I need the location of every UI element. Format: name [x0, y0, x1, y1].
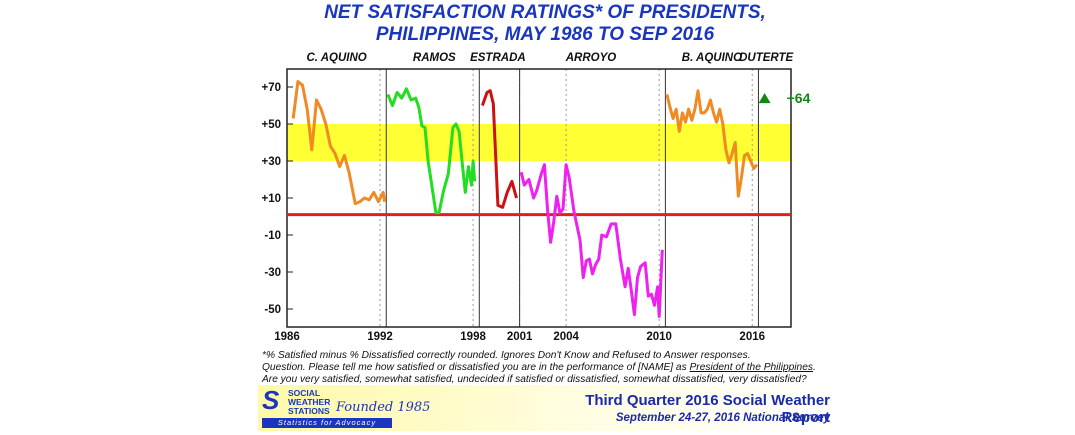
chart-title-line1: NET SATISFACTION RATINGS* OF PRESIDENTS,: [324, 2, 766, 23]
y-tick-label: +70: [261, 82, 281, 94]
president-label: C. AQUINO: [306, 52, 366, 64]
president-label: ESTRADA: [470, 52, 526, 64]
sws-logo-line1: SOCIAL: [288, 388, 321, 398]
footnote-question: Question. Please tell me how satisfied o…: [262, 362, 842, 374]
y-tick-label: +50: [261, 119, 281, 131]
x-tick-label: 2004: [553, 331, 579, 343]
x-tick-label: 1986: [274, 331, 300, 343]
sws-founded: Founded 1985: [336, 400, 431, 415]
series-line: [519, 163, 664, 318]
report-title: Third Quarter 2016 Social Weather Report: [585, 392, 830, 426]
y-tick-label: -30: [264, 267, 281, 279]
duterte-value-label: +64: [787, 90, 811, 106]
footnote-question-pre: Question. Please tell me how satisfied o…: [262, 362, 690, 373]
chart-title-line2: PHILIPPINES, MAY 1986 TO SEP 2016: [375, 24, 715, 45]
footnote-definition: *% Satisfied minus % Dissatisfied correc…: [262, 350, 751, 361]
series-line: [291, 80, 387, 206]
x-tick-label: 1998: [460, 331, 486, 343]
x-tick-label: 2010: [646, 331, 672, 343]
series-line: [386, 87, 477, 215]
sws-tagline: Statistics for Advocacy: [262, 418, 392, 428]
y-tick-label: -10: [264, 230, 281, 242]
president-label: ARROYO: [565, 52, 617, 64]
footnote-question-post: .: [812, 362, 816, 373]
sws-logo-text: SOCIAL WEATHER STATIONS: [288, 389, 338, 416]
satisfaction-band: [287, 124, 791, 161]
president-label: B. AQUINO: [682, 52, 742, 64]
president-label: RAMOS: [413, 52, 456, 64]
duterte-marker: [758, 93, 771, 104]
survey-dates: September 24-27, 2016 National Survey: [615, 412, 830, 424]
footnote-question-underline: President of the Philippines: [689, 362, 813, 373]
net-satisfaction-chart: +70 +50 +30 +10 -10 -30 -50 1986 1992 1998 2001 200…: [261, 52, 811, 343]
president-label: DUTERTE: [739, 52, 793, 64]
y-tick-label: +30: [261, 156, 281, 168]
footnote-scale: Are you very satisfied, somewhat satisfi…: [262, 374, 807, 385]
sws-logo-line2: WEATHER: [288, 397, 331, 407]
sws-logo-icon: S: [262, 385, 280, 415]
sws-logo-line3: STATIONS: [288, 406, 330, 416]
y-tick-label: -50: [264, 304, 281, 316]
y-tick-label: +10: [261, 193, 281, 205]
series-line: [665, 89, 759, 198]
x-tick-label: 1992: [367, 331, 393, 343]
x-tick-label: 2016: [739, 331, 765, 343]
x-tick-label: 2001: [507, 331, 533, 343]
series-line: [480, 89, 518, 209]
